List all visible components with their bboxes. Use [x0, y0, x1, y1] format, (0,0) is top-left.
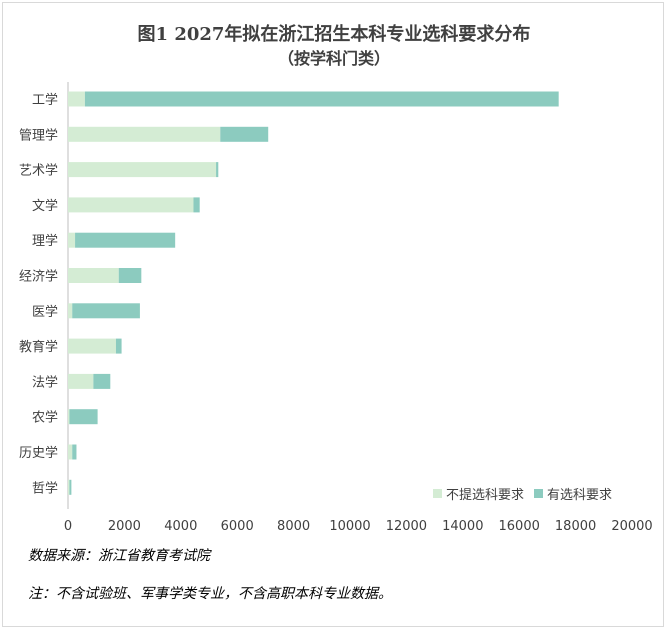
category-label: 教育学 [19, 339, 58, 355]
x-tick-label: 6000 [221, 519, 254, 534]
x-tick-label: 20000 [611, 519, 652, 534]
category-label: 艺术学 [19, 163, 58, 179]
category-label: 哲学 [32, 480, 58, 496]
source-note: 数据来源：浙江省教育考试院 [28, 548, 210, 564]
chart-subtitle: （按学科门类） [277, 49, 390, 68]
x-tick-label: 10000 [329, 519, 370, 534]
bar-with-requirement [220, 126, 269, 142]
category-label: 历史学 [19, 445, 58, 461]
bar-no-requirement [68, 479, 70, 495]
legend-label-no-requirement: 不提选科要求 [446, 488, 525, 503]
x-tick-label: 8000 [277, 519, 310, 534]
bar-no-requirement [68, 162, 217, 178]
x-tick-label: 18000 [555, 519, 596, 534]
category-label: 工学 [32, 92, 58, 108]
category-label: 理学 [32, 233, 58, 249]
bar-with-requirement [84, 91, 559, 107]
legend-item-no-requirement: 不提选科要求 [433, 484, 524, 503]
x-tick-label: 12000 [386, 519, 427, 534]
category-label: 经济学 [19, 269, 58, 285]
bar-no-requirement [68, 91, 85, 107]
bar-with-requirement [69, 479, 72, 495]
bar-no-requirement [68, 444, 73, 460]
category-label: 文学 [32, 198, 58, 214]
bar-with-requirement [72, 444, 77, 460]
bar-no-requirement [68, 126, 221, 142]
bar-no-requirement [68, 373, 94, 389]
bar-with-requirement [69, 409, 98, 425]
bar-no-requirement [68, 268, 119, 283]
chart-title: 图1 2027年拟在浙江招生本科专业选科要求分布 [137, 24, 531, 45]
category-label: 法学 [32, 374, 58, 390]
category-label: 农学 [32, 410, 58, 426]
bar-no-requirement [68, 409, 70, 425]
chart-legend: 不提选科要求 有选科要求 [433, 484, 612, 503]
x-tick-label: 0 [64, 519, 72, 534]
bar-with-requirement [118, 268, 142, 283]
bar-with-requirement [72, 303, 140, 319]
bar-no-requirement [68, 232, 76, 248]
x-tick-label: 2000 [108, 519, 141, 534]
bar-with-requirement [216, 162, 219, 178]
bar-no-requirement [68, 197, 194, 213]
bar-no-requirement [68, 303, 73, 319]
bar-with-requirement [93, 373, 111, 389]
x-tick-label: 16000 [499, 519, 540, 534]
x-tick-label: 4000 [164, 519, 197, 534]
bar-with-requirement [193, 197, 200, 213]
legend-swatch-with-requirement [534, 489, 544, 498]
legend-label-with-requirement: 有选科要求 [547, 488, 613, 503]
category-label: 管理学 [19, 127, 58, 143]
legend-swatch-no-requirement [433, 489, 442, 498]
category-label: 医学 [32, 304, 58, 320]
bar-with-requirement [75, 232, 176, 248]
bar-no-requirement [68, 338, 116, 354]
bar-with-requirement [115, 338, 122, 354]
legend-item-with-requirement: 有选科要求 [534, 484, 612, 503]
footnote: 注：不含试验班、军事学类专业，不含高职本科专业数据。 [28, 586, 392, 602]
x-tick-label: 14000 [442, 519, 483, 534]
